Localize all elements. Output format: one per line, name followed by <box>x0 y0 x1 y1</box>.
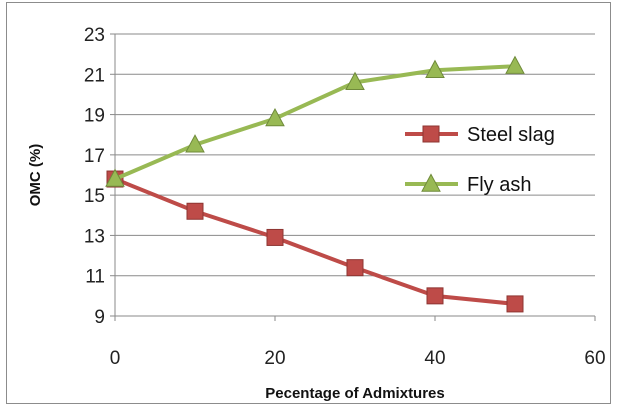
series <box>105 55 525 313</box>
y-tick-label: 19 <box>84 106 105 127</box>
y-tick-label: 23 <box>84 25 105 46</box>
x-axis-title: Pecentage of Admixtures <box>265 385 445 402</box>
y-tick-label: 9 <box>94 307 105 328</box>
steel-slag-point <box>266 228 284 246</box>
steel-slag-point <box>186 202 204 220</box>
fly-ash-point <box>105 168 125 187</box>
legend-label-fly-ash: Fly ash <box>467 174 531 196</box>
fly-ash-point <box>505 55 525 74</box>
legend-label-steel-slag: Steel slag <box>467 124 555 146</box>
x-tick-label: 20 <box>264 348 285 369</box>
fly-ash-point <box>345 71 365 91</box>
gridlines <box>115 33 595 277</box>
x-tick-label: 0 <box>110 348 121 369</box>
legend-marker-fly-ash <box>421 173 441 192</box>
steel-slag-point <box>346 259 364 277</box>
x-tick-label: 40 <box>424 348 445 369</box>
y-tick-label: 15 <box>84 186 105 207</box>
fly-ash-line <box>114 64 516 181</box>
fly-ash-point <box>185 134 205 153</box>
axes <box>110 33 596 321</box>
steel-slag-point <box>506 295 524 313</box>
x-tick-label: 60 <box>584 348 605 369</box>
y-tick-label: 11 <box>85 267 105 288</box>
y-axis-title: OMC (%) <box>27 144 44 207</box>
steel-slag-point <box>426 287 444 305</box>
legend: Steel slag Fly ash <box>405 124 555 196</box>
fly-ash-point <box>425 59 445 78</box>
y-tick-label: 21 <box>84 65 105 86</box>
labels: 9 11 13 15 17 19 21 23 0 20 40 60 Pecentage of Admix… <box>27 25 606 402</box>
y-tick-label: 13 <box>84 226 105 247</box>
legend-marker-steel-slag <box>422 125 440 143</box>
fly-ash-point <box>265 107 285 127</box>
steel-slag-line <box>114 177 516 306</box>
y-tick-label: 17 <box>84 146 105 167</box>
